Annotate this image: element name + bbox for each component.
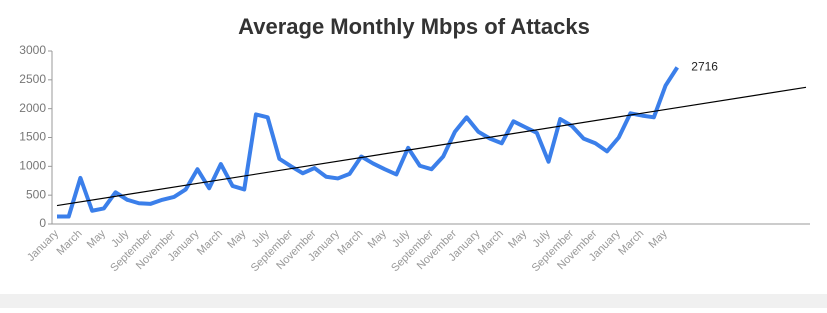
y-tick-label: 1000	[19, 159, 46, 173]
y-tick-label: 1500	[19, 130, 46, 144]
x-tick-label: March	[54, 228, 84, 258]
x-tick-label: May	[366, 227, 390, 251]
chart-title: Average Monthly Mbps of Attacks	[238, 14, 590, 39]
x-tick-label: May	[85, 227, 109, 251]
x-tick-label: May	[506, 227, 530, 251]
data-line	[57, 66, 679, 219]
trend-line	[56, 86, 807, 207]
x-tick-label: May	[647, 227, 671, 251]
y-tick-label: 3000	[19, 43, 46, 57]
footer-band	[0, 294, 827, 308]
x-tick-label: March	[616, 228, 646, 258]
x-tick-label: March	[476, 228, 506, 258]
y-tick-label: 2500	[19, 72, 46, 86]
data-label: 2716	[691, 60, 718, 74]
y-tick-label: 2000	[19, 101, 46, 115]
y-tick-label: 0	[39, 216, 46, 230]
x-tick-label: May	[225, 227, 249, 251]
x-tick-label: January	[25, 227, 62, 264]
x-tick-label: March	[335, 228, 365, 258]
y-tick-label: 500	[26, 187, 46, 201]
x-tick-label: March	[195, 228, 225, 258]
